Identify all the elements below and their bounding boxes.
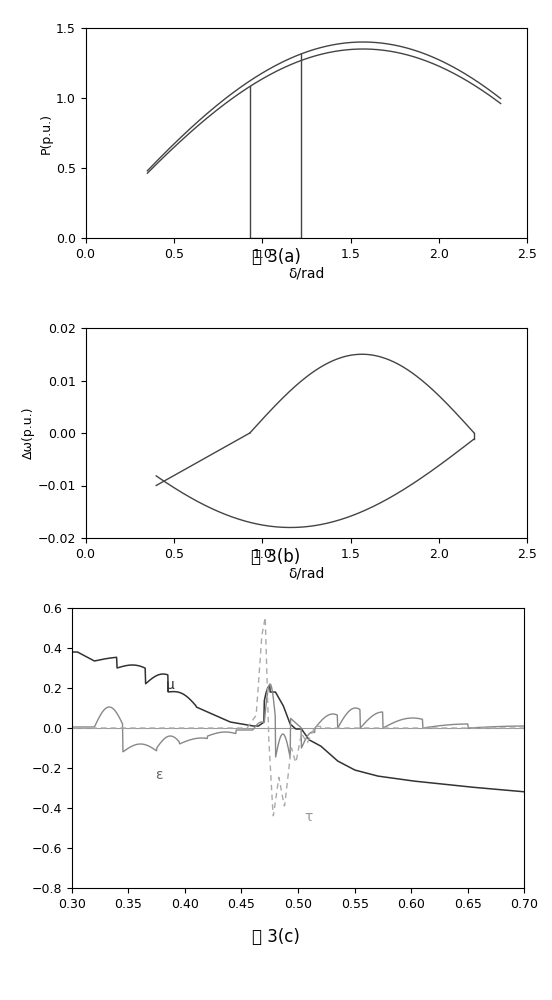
Y-axis label: Δω(p.u.): Δω(p.u.)	[22, 407, 35, 459]
Text: 图 3(c): 图 3(c)	[252, 928, 300, 946]
Text: μ: μ	[166, 678, 174, 692]
Text: 图 3(a): 图 3(a)	[252, 248, 300, 266]
X-axis label: δ/rad: δ/rad	[288, 566, 325, 580]
Text: 图 3(b): 图 3(b)	[251, 548, 301, 566]
Text: τ: τ	[305, 810, 313, 824]
Y-axis label: P(p.u.): P(p.u.)	[40, 112, 53, 153]
Text: ε: ε	[156, 768, 163, 782]
X-axis label: δ/rad: δ/rad	[288, 266, 325, 280]
